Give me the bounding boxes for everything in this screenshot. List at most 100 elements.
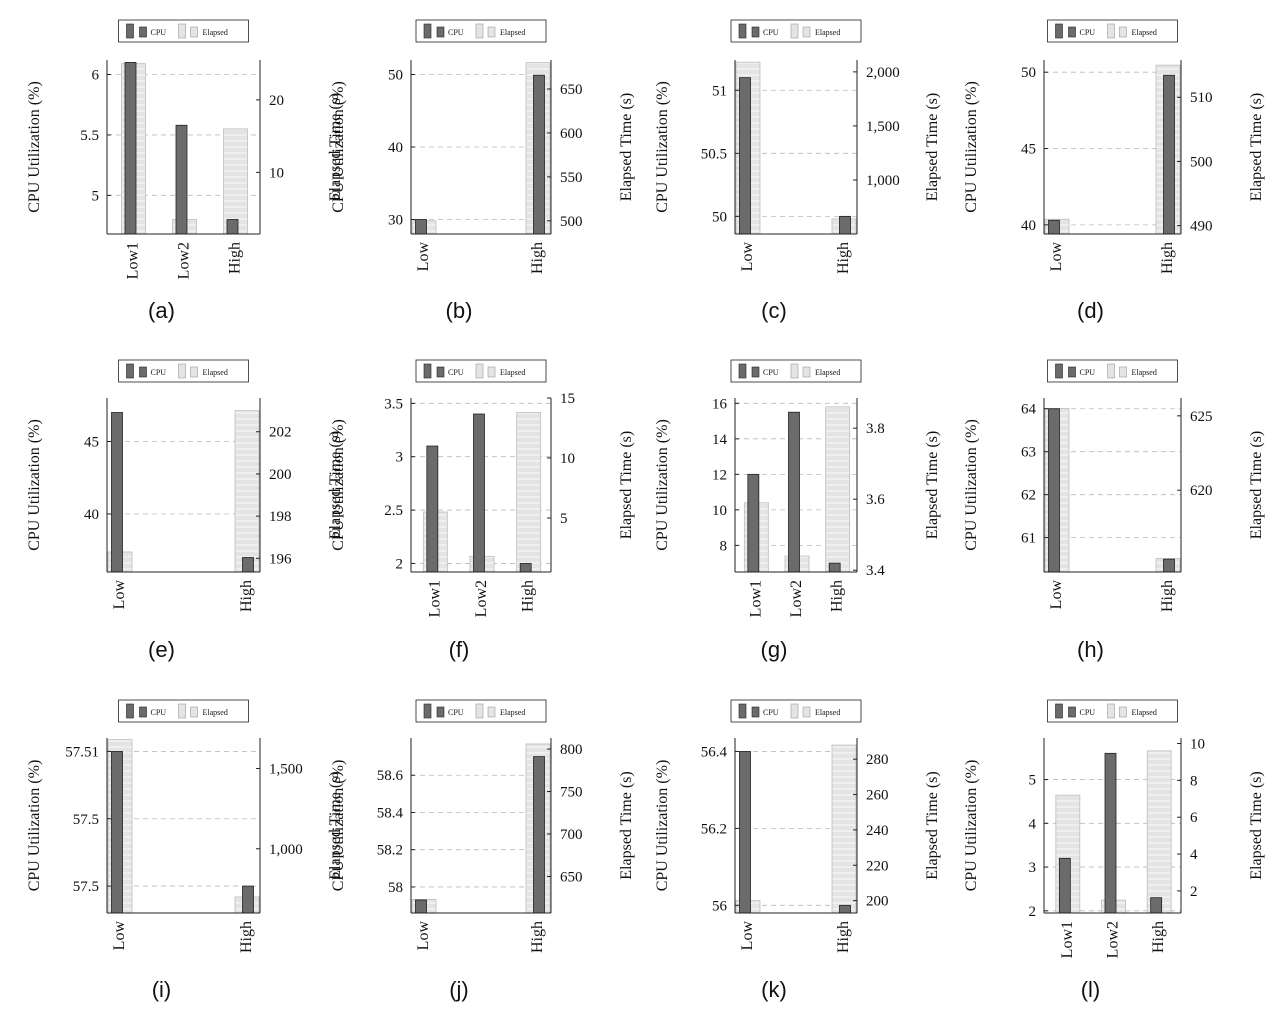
y-tick-label: 50 xyxy=(388,68,403,84)
y2-tick-label: 2 xyxy=(1190,884,1198,900)
cpu-bar xyxy=(828,562,841,573)
y-tick-label: 56.2 xyxy=(701,821,727,837)
chart-panel-k: Low High 56 56.2 56.4 200 220 240 260 280 CPU Util… xyxy=(654,699,941,1002)
y2-tick-label: 260 xyxy=(866,788,889,804)
category-label: Low xyxy=(1048,580,1065,610)
chart-panel-c: Low High 50 50.5 51 1,000 1,500 2,000 CPU Utiliz… xyxy=(654,19,941,323)
y-tick-label: 40 xyxy=(84,507,99,523)
y-tick-label: 14 xyxy=(712,432,728,448)
cpu-bar xyxy=(415,219,427,235)
y-tick-label: 5 xyxy=(1029,773,1037,789)
y2-tick-label: 750 xyxy=(560,785,583,801)
elapsed-bar xyxy=(825,406,851,573)
y2-tick-label: 10 xyxy=(269,165,284,181)
cpu-bar xyxy=(839,215,851,235)
legend-cpu: CPU xyxy=(1080,708,1096,717)
y2-tick-label: 10 xyxy=(1190,737,1205,753)
cpu-bar xyxy=(124,62,137,235)
panel-caption: (e) xyxy=(148,637,175,662)
category-label: Low xyxy=(111,921,128,951)
category-label: Low xyxy=(111,580,128,610)
cpu-bar xyxy=(1150,897,1163,914)
y2-tick-label: 600 xyxy=(560,126,583,142)
y2-tick-label: 198 xyxy=(269,509,292,525)
chart-panel-l: Low1 Low2 High 2 3 4 5 2 4 6 8 10 CPU Utilization (%… xyxy=(963,699,1265,1002)
legend-elapsed: Elapsed xyxy=(1132,28,1157,37)
cpu-bar xyxy=(111,412,123,573)
y-tick-label: 5 xyxy=(92,188,100,204)
y2-tick-label: 625 xyxy=(1190,409,1213,425)
legend-cpu: CPU xyxy=(151,708,167,717)
y2-tick-label: 202 xyxy=(269,425,292,441)
y2-axis-title: Elapsed Time (s) xyxy=(327,93,344,201)
y2-tick-label: 2,000 xyxy=(866,65,900,81)
category-label: High xyxy=(529,921,546,953)
y2-tick-label: 10 xyxy=(560,451,575,467)
category-label: Low2 xyxy=(1105,921,1122,958)
cpu-bar xyxy=(1058,857,1071,914)
cpu-bar xyxy=(1163,558,1175,573)
y-tick-label: 58 xyxy=(388,880,403,896)
category-label: Low2 xyxy=(788,580,805,617)
cpu-bar xyxy=(175,124,188,235)
y-tick-label: 2.5 xyxy=(384,503,403,519)
legend: CPU Elapsed xyxy=(118,699,249,723)
legend: CPU Elapsed xyxy=(1047,699,1178,723)
cpu-bar xyxy=(415,899,427,914)
y2-axis-title: Elapsed Time (s) xyxy=(618,431,635,539)
legend-elapsed: Elapsed xyxy=(203,708,228,717)
y-axis-title: CPU Utilization (%) xyxy=(330,419,347,551)
legend-elapsed: Elapsed xyxy=(815,708,840,717)
y2-axis-title: Elapsed Time (s) xyxy=(327,771,344,879)
y-tick-label: 51 xyxy=(712,83,727,99)
category-label: Low2 xyxy=(473,580,490,617)
legend-cpu: CPU xyxy=(448,368,464,377)
y-tick-label: 16 xyxy=(712,396,728,412)
category-label: High xyxy=(520,580,537,612)
category-label: High xyxy=(1159,580,1176,612)
y2-tick-label: 220 xyxy=(866,858,889,874)
y2-axis-title: Elapsed Time (s) xyxy=(618,771,635,879)
y-tick-label: 4 xyxy=(1029,816,1037,832)
chart-panel-i: Low High 57.5 57.5 57.51 1,000 1,500 CPU Utiliz… xyxy=(26,699,344,1002)
category-label: High xyxy=(227,242,244,274)
y-tick-label: 10 xyxy=(712,503,727,519)
cpu-bar xyxy=(739,751,751,914)
y-tick-label: 45 xyxy=(1021,142,1036,158)
y2-tick-label: 1,000 xyxy=(269,842,303,858)
chart-panel-f: Low1 Low2 High 2 2.5 3 3.5 5 10 15 CPU Utilization… xyxy=(330,359,635,662)
cpu-bar xyxy=(242,885,254,914)
y-axis-title: CPU Utilization (%) xyxy=(654,81,671,213)
legend: CPU Elapsed xyxy=(730,19,862,43)
y-tick-label: 57.5 xyxy=(73,879,99,895)
y-tick-label: 58.6 xyxy=(377,768,404,784)
legend-cpu: CPU xyxy=(1080,368,1096,377)
legend-cpu: CPU xyxy=(151,368,167,377)
cpu-bar xyxy=(739,77,751,235)
y2-tick-label: 510 xyxy=(1190,90,1213,106)
y-tick-label: 57.5 xyxy=(73,812,99,828)
chart-panel-j: Low High 58 58.2 58.4 58.6 650 700 750 800 CPU Uti… xyxy=(330,699,635,1002)
cpu-bar xyxy=(226,219,239,235)
elapsed-bar xyxy=(1146,750,1172,914)
y-tick-label: 2 xyxy=(396,556,404,572)
y2-tick-label: 200 xyxy=(269,467,292,483)
y2-tick-label: 650 xyxy=(560,82,583,98)
y-tick-label: 58.4 xyxy=(377,805,404,821)
panel-caption: (h) xyxy=(1077,637,1104,662)
legend: CPU Elapsed xyxy=(1047,359,1178,383)
category-label: Low xyxy=(739,242,756,272)
panel-caption: (a) xyxy=(148,298,175,323)
chart-panel-e: Low High 40 45 196 198 200 202 CPU Utilization (… xyxy=(26,359,344,662)
y-tick-label: 8 xyxy=(720,538,728,554)
cpu-bar xyxy=(1104,752,1117,914)
elapsed-bar xyxy=(223,128,248,235)
y-axis-title: CPU Utilization (%) xyxy=(654,760,671,892)
cpu-bar xyxy=(747,473,760,573)
y-axis-title: CPU Utilization (%) xyxy=(963,81,980,213)
legend-elapsed: Elapsed xyxy=(815,368,840,377)
panel-caption: (c) xyxy=(761,298,787,323)
panel-caption: (l) xyxy=(1081,977,1101,1002)
y2-tick-label: 700 xyxy=(560,827,583,843)
